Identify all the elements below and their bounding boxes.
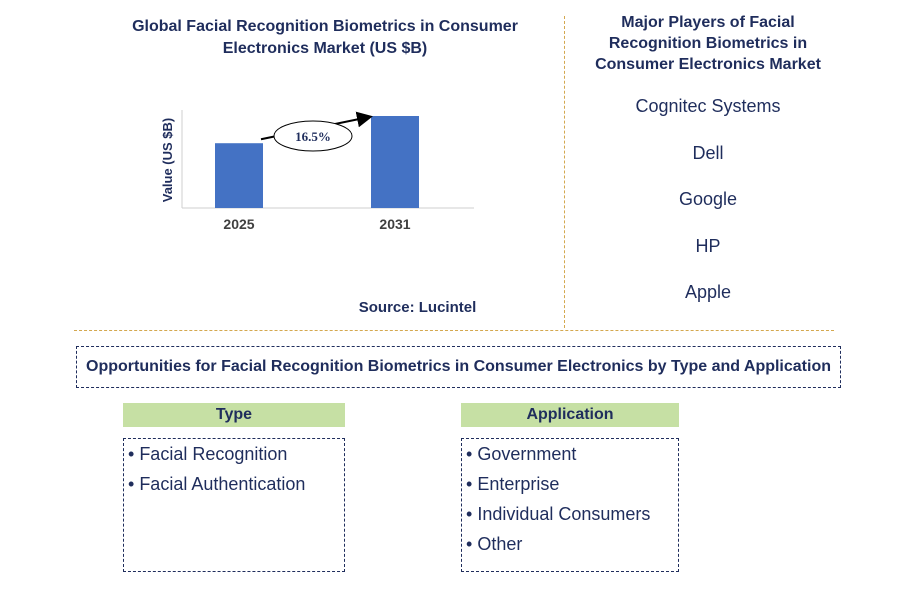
bar-chart: Value (US $B) 2025 2031 16.5% — [160, 110, 474, 232]
player-item: Cognitec Systems — [635, 96, 781, 116]
bar-2031 — [371, 116, 419, 208]
player-item: Apple — [684, 282, 732, 302]
chart-source: Source: Lucintel — [358, 299, 477, 316]
type-item: Facial Recognition — [128, 442, 344, 472]
players-title: Major Players of Facial Recognition Biom… — [595, 14, 821, 73]
vertical-divider — [564, 16, 565, 328]
application-header: Application — [461, 403, 679, 427]
type-box: Facial Recognition Facial Authentication — [123, 438, 345, 572]
cagr-ellipse — [273, 120, 353, 152]
chart-title: Global Facial Recognition Biometrics in … — [132, 18, 518, 57]
bar-2025 — [215, 143, 263, 208]
x-tick-label: 2025 — [223, 216, 254, 232]
application-item: Government — [466, 442, 678, 472]
horizontal-divider — [74, 330, 834, 331]
x-tick-label: 2031 — [379, 216, 410, 232]
application-item: Enterprise — [466, 472, 678, 502]
player-item: Dell — [692, 142, 724, 163]
opportunities-title-text: Opportunities for Facial Recognition Bio… — [86, 358, 831, 375]
type-item: Facial Authentication — [128, 472, 344, 502]
type-header: Type — [123, 403, 345, 427]
player-item: HP — [695, 235, 721, 256]
player-item: Google — [678, 189, 738, 209]
application-item: Individual Consumers — [466, 502, 678, 532]
application-item: Other — [466, 532, 678, 562]
cagr-label: 16.5% — [295, 129, 331, 144]
application-box: Government Enterprise Individual Consume… — [461, 438, 679, 572]
opportunities-title: Opportunities for Facial Recognition Bio… — [76, 346, 841, 388]
players-list: Cognitec Systems Dell Google HP Apple — [580, 92, 836, 325]
y-axis-label: Value (US $B) — [160, 118, 175, 203]
